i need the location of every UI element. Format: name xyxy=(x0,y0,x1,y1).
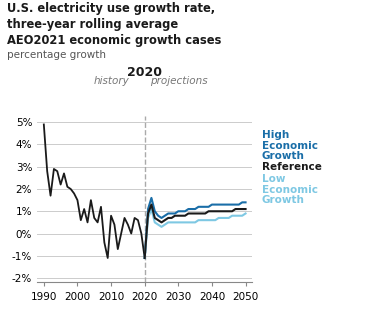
Text: Low: Low xyxy=(262,174,285,184)
Text: three-year rolling average: three-year rolling average xyxy=(7,18,178,30)
Text: Growth: Growth xyxy=(262,195,305,205)
Text: Growth: Growth xyxy=(262,151,305,161)
Text: High: High xyxy=(262,130,289,140)
Text: Reference: Reference xyxy=(262,162,321,172)
Text: AEO2021 economic growth cases: AEO2021 economic growth cases xyxy=(7,34,222,47)
Text: U.S. electricity use growth rate,: U.S. electricity use growth rate, xyxy=(7,2,216,14)
Text: Economic: Economic xyxy=(262,141,318,151)
Text: Economic: Economic xyxy=(262,185,318,195)
Text: history: history xyxy=(94,76,130,86)
Text: 2020: 2020 xyxy=(127,66,162,79)
Text: percentage growth: percentage growth xyxy=(7,50,106,60)
Text: projections: projections xyxy=(150,76,208,86)
